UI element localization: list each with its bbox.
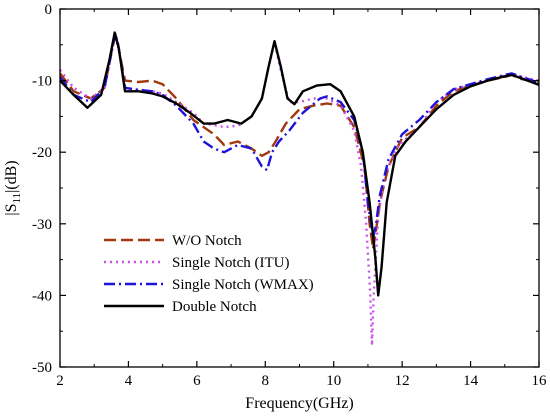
legend: W/O Notch Single Notch (ITU) Single Notch … [104, 233, 314, 315]
x-tick-label: 8 [262, 373, 270, 389]
x-tick-label: 14 [463, 373, 479, 389]
ticks-layer: 2 4 6 8 10 12 14 16 0 -10 -20 -30 -40 -50 [32, 2, 547, 389]
series-line [59, 34, 540, 251]
y-tick-label: -10 [32, 74, 52, 90]
x-tick-label: 2 [56, 373, 64, 389]
y-axis-title-tail: |(dB) [3, 160, 20, 193]
series-line [59, 32, 540, 240]
x-tick-label: 10 [326, 373, 341, 389]
x-axis-title: Frequency(GHz) [245, 395, 353, 412]
y-tick-label: -20 [32, 145, 52, 161]
y-axis-title-main: |S [3, 204, 20, 216]
y-tick-label: -30 [32, 217, 52, 233]
legend-label: Single Notch (ITU) [172, 255, 289, 271]
y-tick-label: -40 [32, 288, 52, 304]
legend-label: Single Notch (WMAX) [172, 277, 314, 293]
series-line [59, 31, 540, 297]
legend-label: Double Notch [172, 299, 257, 315]
series-layer [59, 31, 540, 347]
y-tick-label: -50 [32, 360, 52, 376]
y-axis-title: |S11|(dB) [3, 160, 23, 215]
y-axis-title-subscript: 11 [11, 193, 23, 204]
x-tick-label: 16 [532, 373, 548, 389]
x-tick-label: 12 [395, 373, 410, 389]
x-tick-label: 4 [125, 373, 133, 389]
x-tick-label: 6 [193, 373, 201, 389]
legend-label: W/O Notch [172, 233, 242, 249]
y-tick-label: 0 [45, 2, 53, 18]
plot-frame [59, 8, 540, 368]
